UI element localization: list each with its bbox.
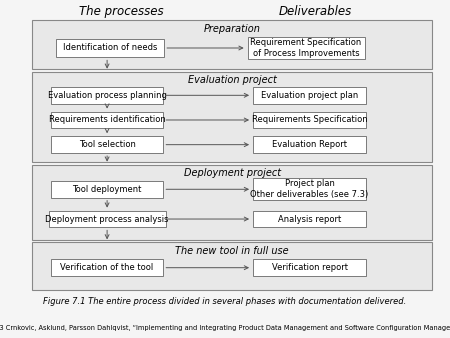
Bar xyxy=(56,39,164,57)
Text: Tool selection: Tool selection xyxy=(79,140,135,149)
Text: The new tool in full use: The new tool in full use xyxy=(176,246,289,256)
Bar xyxy=(49,211,166,227)
Bar xyxy=(253,87,366,104)
Bar xyxy=(32,20,432,69)
Bar xyxy=(32,72,432,162)
Text: Deployment process analysis: Deployment process analysis xyxy=(45,215,169,223)
Text: Figure 7.1 The entire process divided in several phases with documentation deliv: Figure 7.1 The entire process divided in… xyxy=(43,297,407,306)
Text: Analysis report: Analysis report xyxy=(278,215,341,223)
Bar xyxy=(51,112,163,128)
Text: Requirement Specification
of Process Improvements: Requirement Specification of Process Imp… xyxy=(250,38,362,58)
Bar xyxy=(32,242,432,290)
Text: Project plan
Other deliverables (see 7.3): Project plan Other deliverables (see 7.3… xyxy=(251,179,369,199)
Text: Evaluation Report: Evaluation Report xyxy=(272,140,347,149)
Text: Deliverables: Deliverables xyxy=(279,5,351,18)
Text: Verification report: Verification report xyxy=(272,263,347,272)
Text: Verification of the tool: Verification of the tool xyxy=(60,263,154,272)
Text: Evaluation process planning: Evaluation process planning xyxy=(48,91,166,100)
Bar xyxy=(51,87,163,104)
Text: Requirements Specification: Requirements Specification xyxy=(252,116,367,124)
Text: Requirements identification: Requirements identification xyxy=(49,116,166,124)
Bar xyxy=(51,259,163,276)
Bar xyxy=(51,181,163,198)
Bar xyxy=(253,211,366,227)
Bar xyxy=(253,112,366,128)
Text: Preparation: Preparation xyxy=(204,24,261,34)
Bar xyxy=(253,259,366,276)
Text: Deployment project: Deployment project xyxy=(184,168,281,178)
Text: The processes: The processes xyxy=(79,5,164,18)
Text: Evaluation project: Evaluation project xyxy=(188,75,277,85)
Bar xyxy=(253,136,366,153)
Bar xyxy=(32,165,432,240)
Text: © 2003 Crnkovic, Asklund, Parsson Dahlqvist, “Implementing and Integrating Produ: © 2003 Crnkovic, Asklund, Parsson Dahlqv… xyxy=(0,324,450,331)
Bar xyxy=(51,136,163,153)
Bar xyxy=(248,37,364,59)
Text: Evaluation project plan: Evaluation project plan xyxy=(261,91,358,100)
Bar xyxy=(253,178,366,200)
Text: Identification of needs: Identification of needs xyxy=(63,44,158,52)
Text: Tool deployment: Tool deployment xyxy=(72,185,142,194)
